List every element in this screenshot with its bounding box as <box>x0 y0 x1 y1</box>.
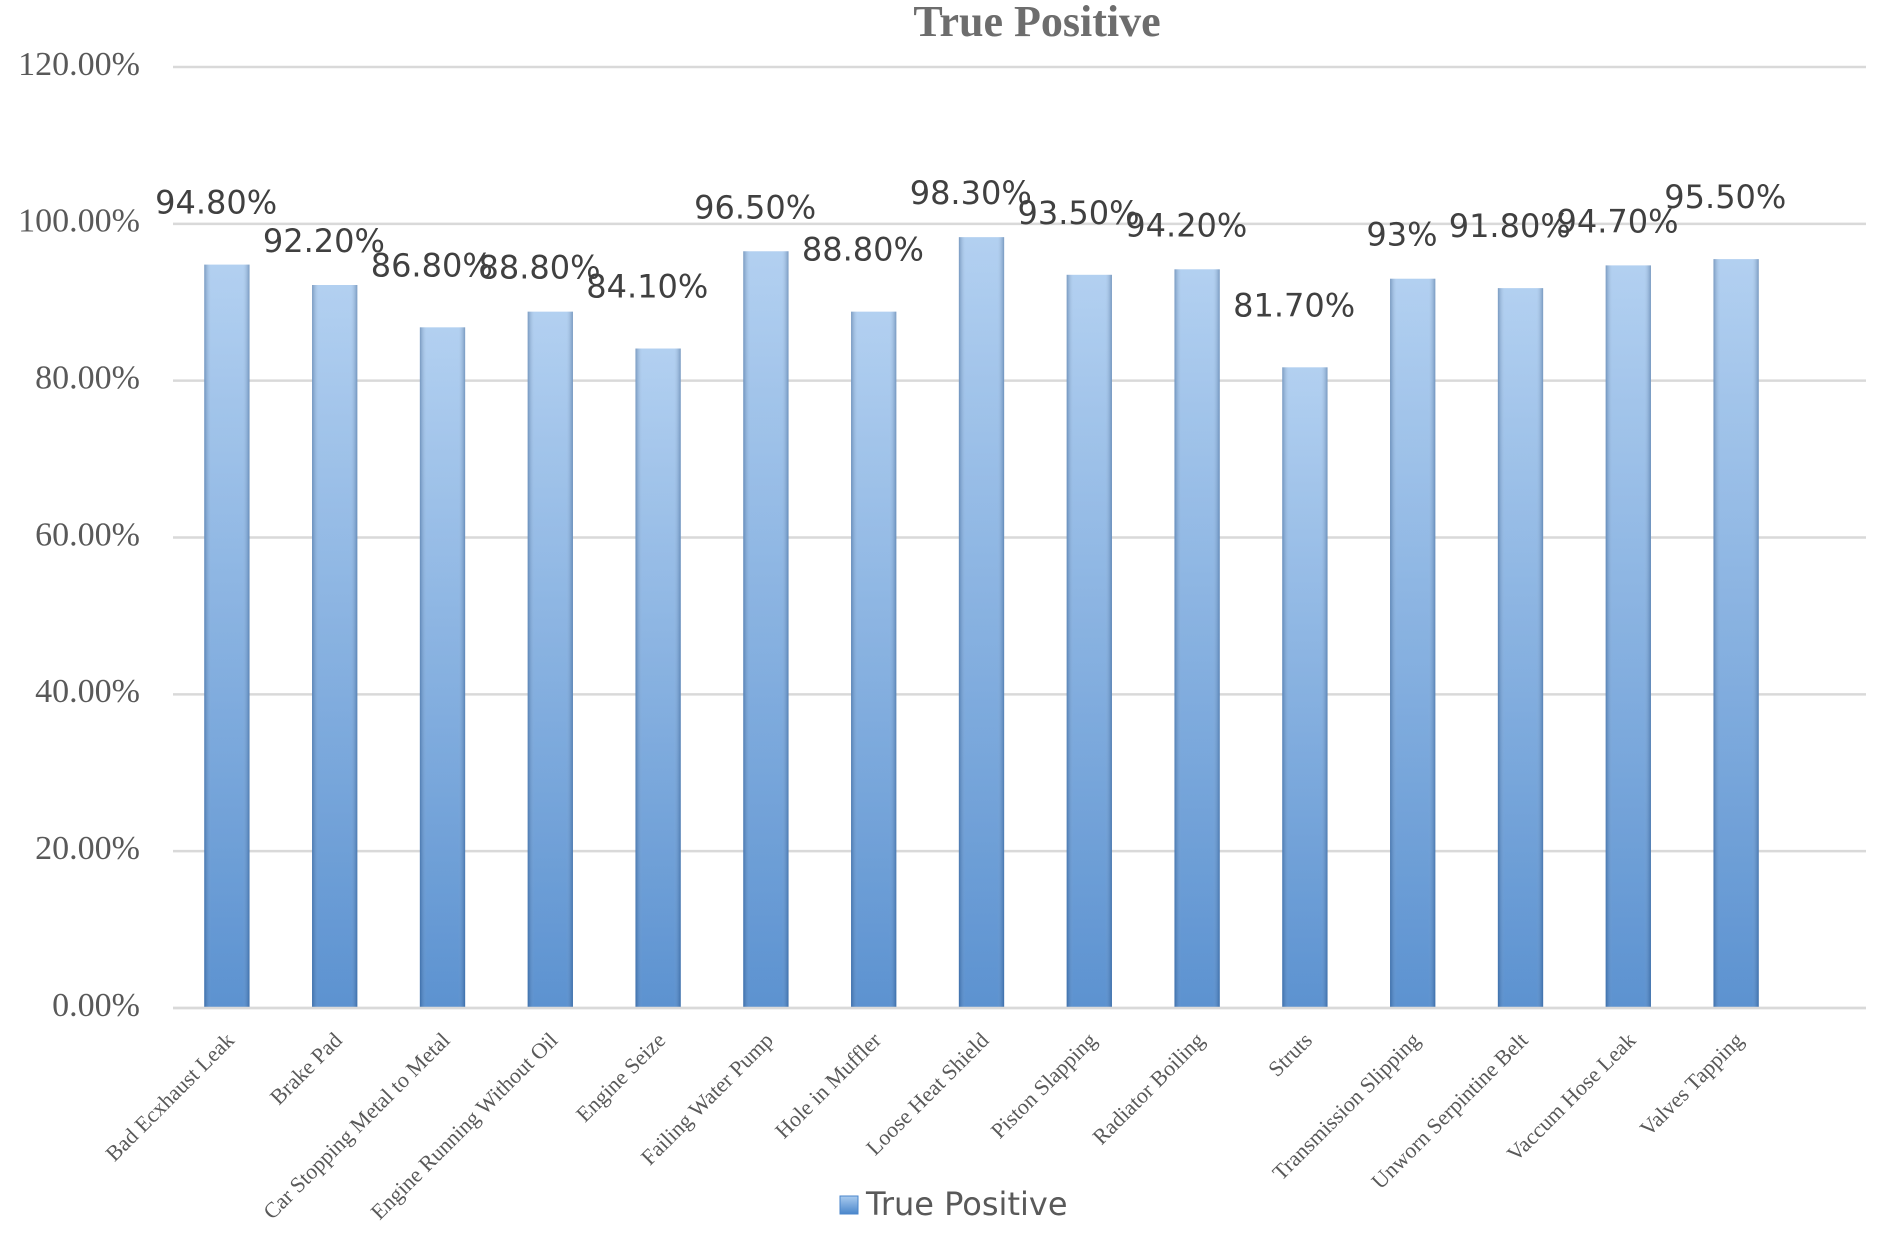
y-tick-label: 60.00% <box>35 516 140 553</box>
bar <box>312 284 358 1009</box>
chart-title: True Positive <box>913 0 1160 46</box>
y-tick-label: 80.00% <box>35 359 140 396</box>
x-tick-label: Valves Tapping <box>1635 1027 1749 1141</box>
value-label: 95.50% <box>1664 178 1786 216</box>
bar <box>1066 274 1112 1008</box>
value-label: 96.50% <box>694 188 816 226</box>
value-label: 94.20% <box>1125 206 1247 244</box>
value-label: 91.80% <box>1449 207 1571 245</box>
bar <box>1713 259 1759 1008</box>
value-label: 94.80% <box>155 184 277 222</box>
bar <box>1174 269 1220 1008</box>
y-tick-label: 20.00% <box>35 830 140 867</box>
value-label: 92.20% <box>263 222 385 260</box>
bar <box>958 237 1005 1008</box>
value-label: 98.30% <box>910 174 1032 212</box>
value-label: 88.80% <box>802 231 924 269</box>
x-tick-label: Bad Ecxhaust Leak <box>100 1027 239 1166</box>
x-tick-label: Struts <box>1263 1027 1317 1081</box>
x-tick-label: Radiator Boiling <box>1087 1027 1209 1149</box>
bar <box>1605 265 1651 1008</box>
y-tick-label: 100.00% <box>18 203 140 240</box>
y-tick-label: 0.00% <box>52 987 140 1024</box>
value-label: 84.10% <box>586 268 708 306</box>
value-label: 94.70% <box>1557 202 1679 240</box>
bar <box>1390 278 1436 1009</box>
y-tick-label: 120.00% <box>18 46 140 83</box>
value-label: 81.70% <box>1233 286 1355 324</box>
bar <box>851 311 897 1008</box>
value-label: 93% <box>1366 216 1437 254</box>
bar <box>527 311 573 1008</box>
bar <box>419 327 466 1008</box>
value-label: 88.80% <box>479 249 601 287</box>
x-tick-label: Hole in Muffler <box>770 1027 886 1143</box>
legend-label: True Positive <box>865 1185 1068 1223</box>
y-tick-label: 40.00% <box>35 673 140 710</box>
bar <box>1282 367 1328 1009</box>
legend-swatch <box>839 1195 859 1215</box>
bar <box>1497 288 1544 1008</box>
x-tick-label: Engine Seize <box>571 1027 670 1126</box>
x-tick-label: Brake Pad <box>265 1027 347 1109</box>
value-label: 86.80% <box>371 246 493 284</box>
x-tick-label: Engine Running Without Oil <box>365 1027 562 1224</box>
x-tick-label: Car Stopping Metal to Metal <box>258 1027 455 1224</box>
bar <box>635 348 681 1008</box>
x-tick-label: Piston Slapping <box>986 1027 1102 1143</box>
bar <box>204 264 250 1008</box>
value-label: 93.50% <box>1018 194 1140 232</box>
bar <box>743 251 789 1008</box>
